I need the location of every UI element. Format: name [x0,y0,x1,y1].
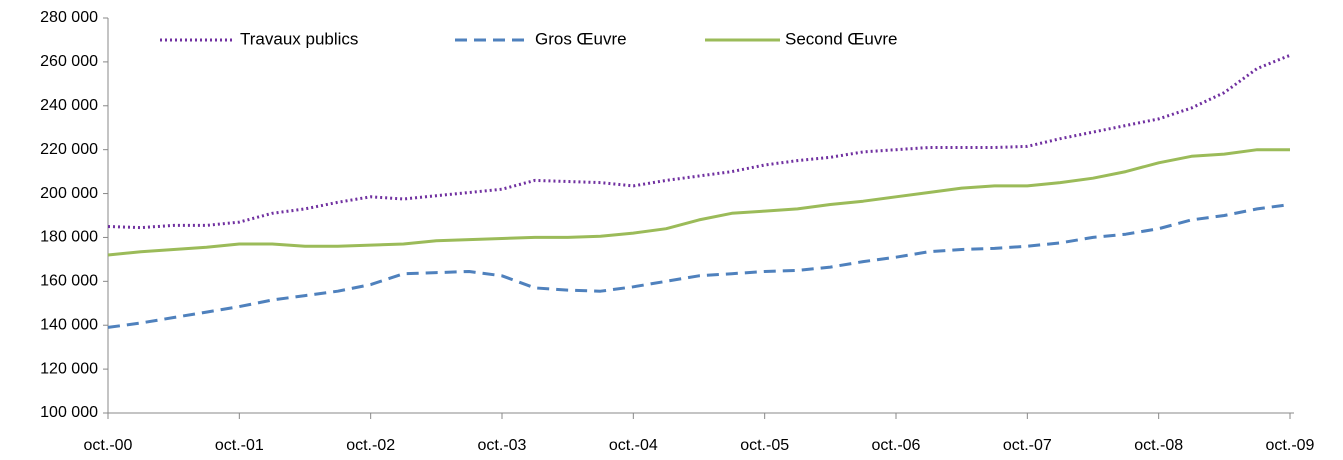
legend-label: Second Œuvre [785,29,897,48]
legend-label: Gros Œuvre [535,29,627,48]
y-tick-label: 280 000 [40,9,98,26]
y-tick-label: 220 000 [40,141,98,158]
line-series [107,53,1291,230]
y-tick-label: 200 000 [40,185,98,202]
line-series [107,148,1290,257]
x-tick-label: oct.-08 [1134,437,1183,454]
legend-label: Travaux publics [240,29,358,48]
x-tick-label: oct.-03 [478,437,527,454]
y-tick-label: 160 000 [40,273,98,290]
x-tick-label: oct.-00 [84,437,133,454]
y-tick-label: 100 000 [40,404,98,421]
line-series [107,203,1291,329]
x-tick-label: oct.-05 [740,437,789,454]
x-tick-label: oct.-01 [215,437,264,454]
x-tick-label: oct.-04 [609,437,658,454]
y-tick-label: 260 000 [40,53,98,70]
y-tick-label: 180 000 [40,229,98,246]
y-tick-label: 120 000 [40,360,98,377]
y-tick-label: 240 000 [40,97,98,114]
x-tick-label: oct.-09 [1266,437,1315,454]
x-tick-label: oct.-06 [872,437,921,454]
x-tick-label: oct.-02 [346,437,395,454]
y-tick-label: 140 000 [40,316,98,333]
x-tick-label: oct.-07 [1003,437,1052,454]
